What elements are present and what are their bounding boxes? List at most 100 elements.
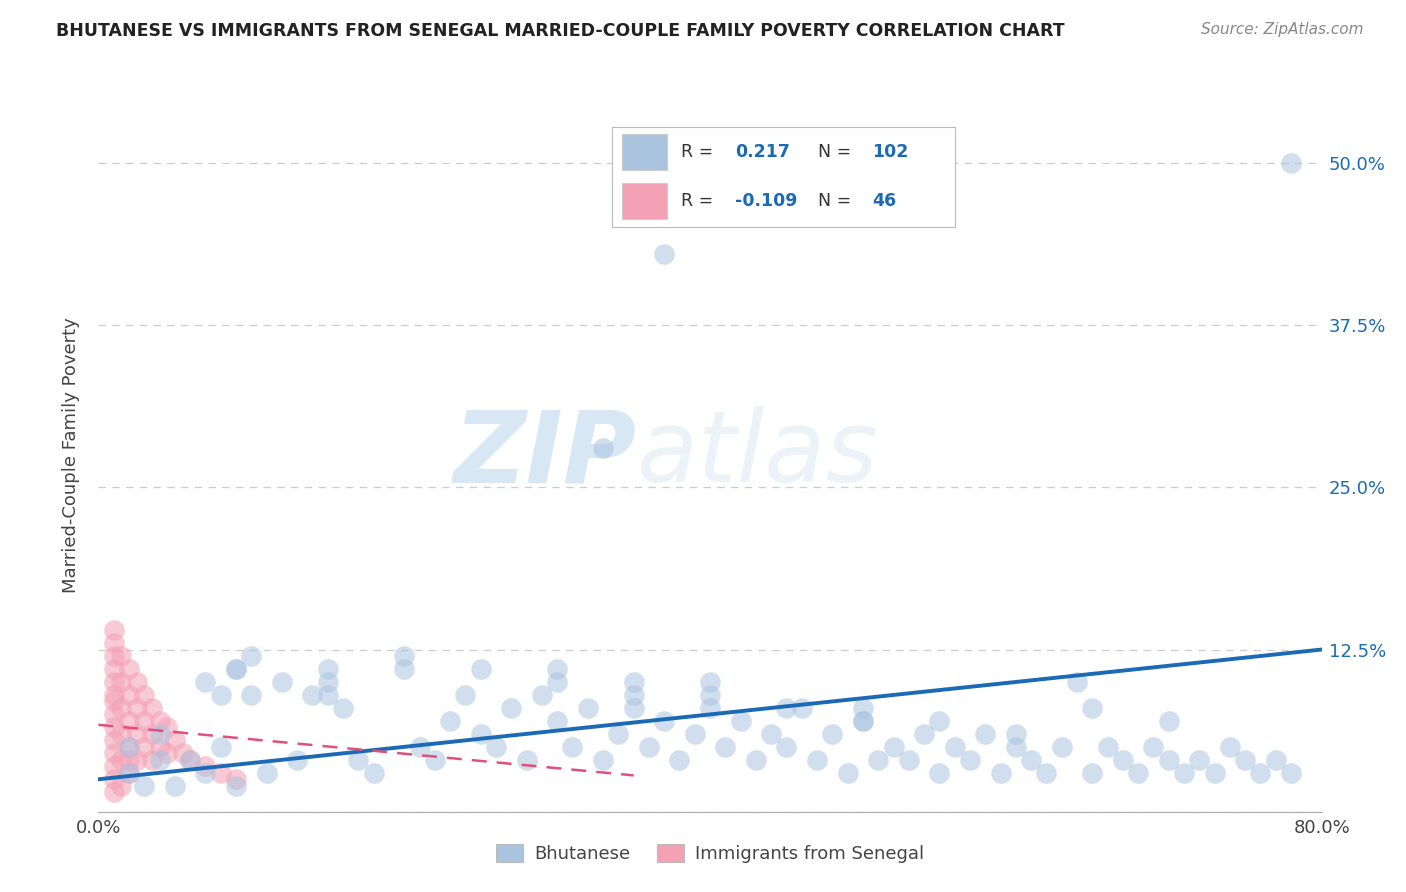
Point bbox=[149, 739, 172, 754]
Point bbox=[485, 739, 508, 754]
Point bbox=[225, 779, 247, 793]
Point bbox=[1157, 714, 1180, 728]
Point bbox=[1066, 675, 1088, 690]
Point bbox=[852, 714, 875, 728]
Point bbox=[592, 753, 614, 767]
Point bbox=[240, 648, 263, 663]
Point bbox=[928, 714, 950, 728]
Point bbox=[408, 739, 430, 754]
Point bbox=[668, 753, 690, 767]
Point bbox=[103, 675, 125, 690]
Point bbox=[974, 727, 997, 741]
Point bbox=[125, 701, 148, 715]
Point bbox=[141, 727, 163, 741]
Point bbox=[912, 727, 935, 741]
Point bbox=[363, 765, 385, 780]
Point bbox=[928, 765, 950, 780]
Point bbox=[156, 747, 179, 761]
Point bbox=[134, 688, 156, 702]
Text: N =: N = bbox=[818, 143, 851, 161]
Point bbox=[110, 701, 132, 715]
Point bbox=[125, 753, 148, 767]
Text: 46: 46 bbox=[873, 192, 897, 210]
Point bbox=[392, 662, 416, 676]
Point bbox=[623, 675, 645, 690]
Point bbox=[637, 739, 661, 754]
Point bbox=[745, 753, 768, 767]
Point bbox=[1142, 739, 1164, 754]
Point bbox=[103, 623, 125, 637]
Point bbox=[103, 636, 125, 650]
Point bbox=[103, 648, 125, 663]
Point bbox=[1249, 765, 1271, 780]
Point bbox=[172, 747, 194, 761]
Point bbox=[134, 779, 156, 793]
Point bbox=[301, 688, 323, 702]
Point bbox=[990, 765, 1012, 780]
Point bbox=[225, 662, 247, 676]
Point bbox=[163, 779, 186, 793]
Point bbox=[110, 779, 132, 793]
Point bbox=[576, 701, 599, 715]
Point bbox=[118, 714, 141, 728]
Point bbox=[134, 739, 156, 754]
Point bbox=[194, 759, 217, 773]
Point bbox=[439, 714, 461, 728]
Point bbox=[103, 694, 125, 708]
Point bbox=[110, 675, 132, 690]
Point bbox=[316, 688, 339, 702]
Text: atlas: atlas bbox=[637, 407, 879, 503]
Point bbox=[1204, 765, 1226, 780]
Point bbox=[1019, 753, 1042, 767]
Point bbox=[103, 688, 125, 702]
FancyBboxPatch shape bbox=[623, 183, 666, 219]
Point bbox=[209, 688, 232, 702]
Point bbox=[103, 785, 125, 799]
Point bbox=[1035, 765, 1057, 780]
Point bbox=[623, 701, 645, 715]
Point bbox=[103, 747, 125, 761]
Point bbox=[316, 662, 339, 676]
Point bbox=[118, 765, 141, 780]
Point bbox=[652, 714, 675, 728]
Point bbox=[103, 772, 125, 787]
Point bbox=[1004, 727, 1026, 741]
Point bbox=[118, 739, 141, 754]
Point bbox=[316, 675, 339, 690]
Point bbox=[454, 688, 477, 702]
Point bbox=[423, 753, 446, 767]
Point bbox=[1173, 765, 1195, 780]
Y-axis label: Married-Couple Family Poverty: Married-Couple Family Poverty bbox=[62, 317, 80, 593]
Point bbox=[103, 662, 125, 676]
Point bbox=[699, 688, 721, 702]
Point bbox=[790, 701, 813, 715]
Point bbox=[103, 707, 125, 722]
Point bbox=[125, 727, 148, 741]
Point bbox=[225, 772, 247, 787]
Point bbox=[1234, 753, 1257, 767]
Point bbox=[110, 648, 132, 663]
Point bbox=[225, 662, 247, 676]
Legend: Bhutanese, Immigrants from Senegal: Bhutanese, Immigrants from Senegal bbox=[489, 838, 931, 871]
Point bbox=[943, 739, 966, 754]
Point bbox=[134, 714, 156, 728]
Point bbox=[347, 753, 370, 767]
Point bbox=[714, 739, 737, 754]
Text: 102: 102 bbox=[873, 143, 908, 161]
Point bbox=[332, 701, 354, 715]
Point bbox=[546, 662, 568, 676]
Point bbox=[1279, 156, 1302, 170]
Point bbox=[1097, 739, 1119, 754]
Point bbox=[179, 753, 201, 767]
Point bbox=[110, 727, 132, 741]
Point bbox=[118, 753, 141, 767]
Point bbox=[1081, 701, 1104, 715]
Point bbox=[156, 720, 179, 734]
Point bbox=[852, 714, 875, 728]
Point bbox=[103, 759, 125, 773]
Point bbox=[141, 753, 163, 767]
Point bbox=[118, 739, 141, 754]
Point bbox=[806, 753, 828, 767]
Point bbox=[1081, 765, 1104, 780]
Point bbox=[194, 675, 217, 690]
